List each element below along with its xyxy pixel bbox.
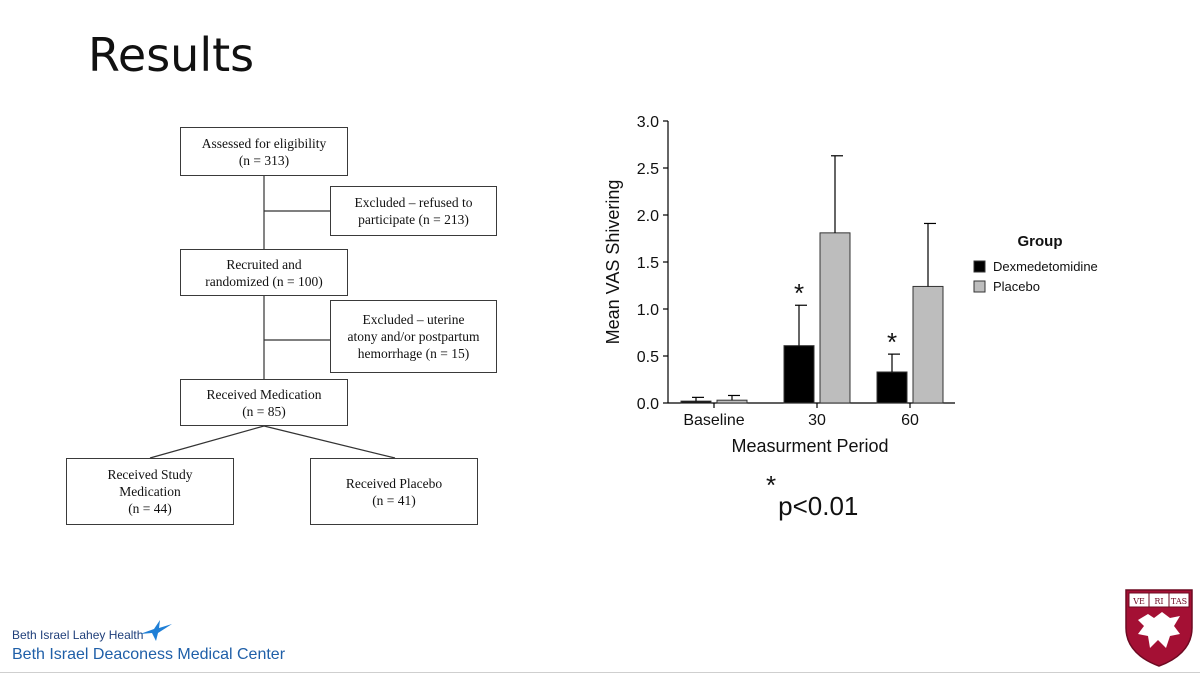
box-study-medication-line2: Medication	[119, 484, 181, 499]
legend-label-placebo: Placebo	[993, 279, 1040, 294]
significance-star: *	[794, 278, 804, 308]
box-study-medication-line3: (n = 44)	[128, 501, 172, 516]
box-placebo: Received Placebo (n = 41)	[310, 458, 478, 525]
y-axis-title: Mean VAS Shivering	[603, 180, 623, 345]
box-excluded-atony-line1: Excluded – uterine	[362, 312, 465, 327]
box-study-medication-line1: Received Study	[107, 467, 193, 482]
y-tick-label: 1.0	[637, 302, 659, 319]
chart-bars	[680, 155, 944, 404]
legend-label-dexmedetomidine: Dexmedetomidine	[993, 259, 1098, 274]
page-title: Results	[88, 28, 255, 82]
bar-placebo-60	[912, 285, 944, 404]
x-tick-label: Baseline	[683, 412, 744, 429]
bar-placebo-baseline	[716, 399, 748, 404]
y-tick-label: 0.5	[637, 349, 659, 366]
y-tick-label: 0.0	[637, 396, 659, 413]
bar-dexmedetomidine-baseline	[680, 400, 712, 404]
box-excluded-refused-line1: Excluded – refused to	[354, 195, 473, 210]
y-tick-label: 1.5	[637, 255, 659, 272]
x-axis-title: Measurment Period	[731, 436, 888, 456]
box-excluded-atony: Excluded – uterine atony and/or postpart…	[330, 300, 497, 373]
y-tick-label: 2.0	[637, 208, 659, 225]
box-recruited-line1: Recruited and	[226, 256, 302, 272]
footnote-asterisk: *	[766, 470, 777, 500]
box-received-medication: Received Medication (n = 85)	[180, 379, 348, 426]
box-received-medication-line1: Received Medication	[206, 386, 322, 402]
connector-to-study-medication	[149, 425, 265, 459]
bar-placebo-30	[819, 232, 851, 404]
box-assessed-line2: (n = 313)	[238, 152, 290, 168]
footnote-text: p<0.01	[778, 491, 859, 522]
box-excluded-atony-line3: hemorrhage (n = 15)	[357, 346, 470, 361]
box-assessed: Assessed for eligibility (n = 313)	[180, 127, 348, 176]
bird-icon	[140, 620, 172, 641]
significance-star: *	[887, 327, 897, 357]
bar-dexmedetomidine-60	[876, 371, 908, 404]
seal-text-2: RI	[1154, 597, 1163, 606]
y-tick-label: 3.0	[637, 114, 659, 131]
box-excluded-refused-line2: participate (n = 213)	[358, 212, 469, 227]
chart-labels: 0.0 0.5 1.0 1.5 2.0 2.5 3.0 Baseline 30 * 60 * Measu…	[603, 114, 919, 456]
footer-divider	[0, 672, 1200, 673]
chart-legend: Group Dexmedetomidine Placebo	[973, 233, 1098, 294]
x-tick-label: 30	[808, 412, 826, 429]
bar-dexmedetomidine-30	[783, 345, 815, 404]
harvard-shield-icon: VE RI TAS	[1125, 589, 1193, 667]
box-received-medication-line2: (n = 85)	[242, 403, 286, 419]
box-excluded-atony-line2: atony and/or postpartum	[347, 329, 480, 344]
legend-swatch-placebo	[973, 280, 986, 293]
logo-center-name: Beth Israel Deaconess Medical Center	[12, 646, 286, 663]
significance-footnote: *p<0.01	[766, 470, 858, 521]
y-tick-label: 2.5	[637, 161, 659, 178]
box-excluded-refused: Excluded – refused to participate (n = 2…	[330, 186, 497, 236]
legend-title: Group	[1018, 233, 1063, 250]
x-tick-label: 60	[901, 412, 919, 429]
legend-swatch-dexmedetomidine	[973, 260, 986, 273]
box-study-medication: Received Study Medication (n = 44)	[66, 458, 234, 525]
box-placebo-line2: (n = 41)	[372, 492, 416, 508]
box-assessed-line1: Assessed for eligibility	[201, 135, 327, 151]
connector-to-placebo	[263, 425, 396, 459]
logo-network-name: Beth Israel Lahey Health	[12, 628, 144, 642]
seal-text-3: TAS	[1171, 597, 1187, 606]
box-recruited: Recruited and randomized (n = 100)	[180, 249, 348, 296]
box-recruited-line2: randomized (n = 100)	[205, 273, 323, 289]
box-placebo-line1: Received Placebo	[345, 475, 443, 491]
seal-text-1: VE	[1132, 597, 1145, 606]
